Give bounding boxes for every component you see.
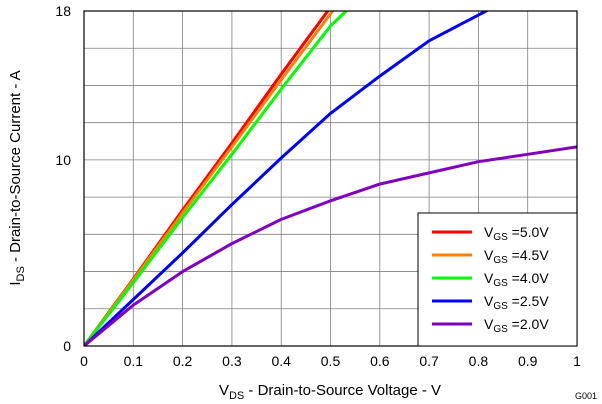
x-tick-label: 0 bbox=[80, 353, 88, 369]
legend-label: VGS =5.0V bbox=[484, 224, 549, 243]
y-tick-label: 10 bbox=[55, 152, 71, 168]
x-tick-label: 0.8 bbox=[469, 353, 489, 369]
legend-label: VGS =4.0V bbox=[484, 270, 549, 289]
legend-label: VGS =4.5V bbox=[484, 247, 549, 266]
y-tick-label: 18 bbox=[55, 3, 71, 19]
series-line bbox=[84, 11, 349, 346]
x-axis-title-rest: - Drain-to-Source Voltage - V bbox=[244, 382, 441, 399]
y-axis-title-sub: DS bbox=[15, 266, 27, 281]
legend-label: VGS =2.5V bbox=[484, 293, 549, 312]
legend-items: VGS =5.0V VGS =4.5V VGS =4.0V VGS =2.5V VGS … bbox=[432, 224, 549, 335]
x-axis-ticks: 0 0.1 0.2 0.3 0.4 0.5 0.6 0.7 0.8 0.9 1 bbox=[80, 353, 581, 369]
y-axis-title: IDS - Drain-to-Source Current - A bbox=[7, 70, 27, 285]
series-line bbox=[84, 11, 490, 346]
x-tick-label: 0.7 bbox=[419, 353, 439, 369]
legend-label: VGS =2.0V bbox=[484, 316, 549, 335]
x-tick-label: 0.5 bbox=[321, 353, 341, 369]
x-tick-label: 0.2 bbox=[173, 353, 193, 369]
series-lines bbox=[84, 11, 577, 346]
y-axis-title-rest: - Drain-to-Source Current - A bbox=[7, 70, 24, 266]
series-line bbox=[84, 145, 577, 346]
x-tick-label: 0.6 bbox=[370, 353, 390, 369]
x-tick-label: 0.3 bbox=[222, 353, 242, 369]
y-axis-title-main: I bbox=[7, 282, 24, 286]
y-tick-label: 0 bbox=[63, 338, 71, 354]
x-axis-title-main: V bbox=[219, 382, 229, 399]
figure-id: G001 bbox=[575, 391, 597, 401]
y-axis-ticks: 0 10 18 bbox=[55, 3, 71, 354]
x-axis-title-sub: DS bbox=[229, 390, 244, 402]
legend: VGS =5.0V VGS =4.5V VGS =4.0V VGS =2.5V VGS … bbox=[417, 212, 578, 347]
x-tick-label: 0.4 bbox=[271, 353, 291, 369]
x-tick-label: 0.1 bbox=[124, 353, 144, 369]
plot-frame bbox=[83, 10, 578, 347]
x-tick-label: 1 bbox=[573, 353, 581, 369]
x-axis-title: VDS - Drain-to-Source Voltage - V bbox=[219, 382, 441, 402]
x-tick-label: 0.9 bbox=[518, 353, 538, 369]
